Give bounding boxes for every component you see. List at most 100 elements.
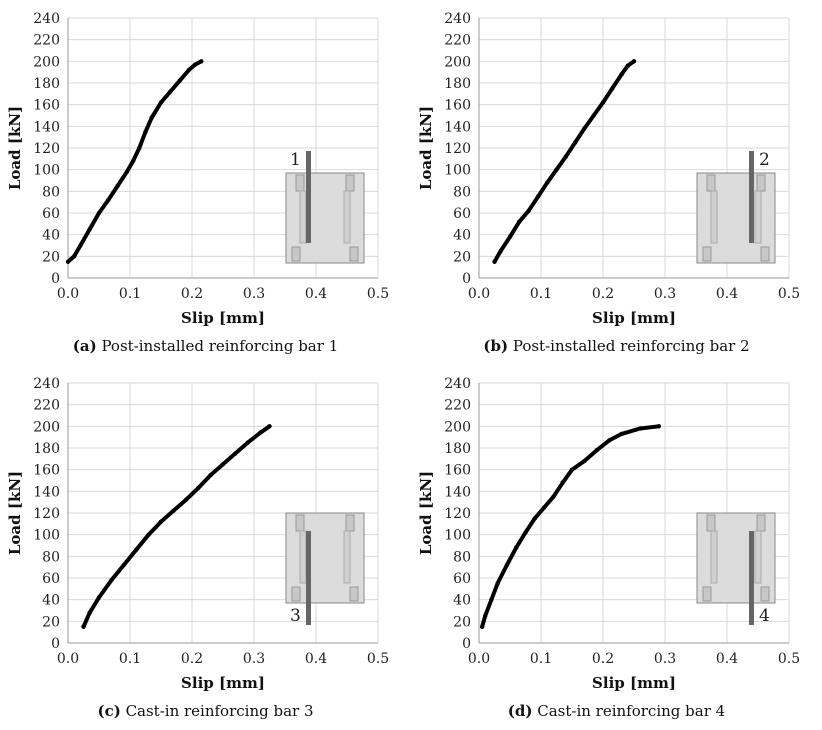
- data-point: [233, 451, 238, 456]
- y-tick-label: 0: [462, 636, 471, 652]
- data-point: [600, 100, 606, 105]
- data-point: [81, 624, 86, 629]
- data-point: [554, 167, 559, 172]
- x-tick-label: 0.4: [305, 286, 327, 302]
- data-point: [638, 426, 643, 431]
- x-tick-label: 0.0: [57, 651, 79, 667]
- y-tick-label: 160: [33, 463, 60, 479]
- data-point: [545, 180, 550, 185]
- data-point: [563, 154, 568, 159]
- data-point: [220, 462, 226, 467]
- y-tick-label: 60: [42, 571, 60, 587]
- chart-svg: 0 20 40 60 80 100 120 140 160 180 200 220 240 0.0 0.1 0…: [417, 376, 800, 692]
- y-tick-label: 140: [444, 484, 471, 500]
- y-tick-label: 240: [33, 11, 60, 27]
- y-axis-label: Load [kN]: [6, 471, 24, 555]
- data-point: [507, 234, 513, 240]
- x-tick-label: 0.1: [530, 651, 552, 667]
- y-tick-label: 80: [453, 184, 471, 200]
- subfigure-caption: (a) Post-installed reinforcing bar 1: [0, 337, 411, 355]
- x-tick-label: 0.2: [592, 651, 614, 667]
- x-tick-label: 0.0: [57, 286, 79, 302]
- data-point: [594, 447, 599, 453]
- chart-svg: 0 20 40 60 80 100 120 140 160 180 200 220 240 0.0 0.1 0…: [417, 11, 800, 327]
- chart-svg: 0 20 40 60 80 100 120 140 160 180 200 220 240 0.0 0.1 0…: [6, 11, 389, 327]
- y-tick-label: 200: [444, 54, 471, 70]
- data-point: [526, 208, 531, 214]
- data-point: [504, 562, 510, 568]
- data-point: [498, 248, 503, 254]
- caption-tag: (a): [72, 337, 97, 355]
- data-point: [582, 126, 587, 131]
- y-tick-label: 140: [444, 119, 471, 135]
- data-point: [492, 259, 497, 264]
- data-point: [134, 547, 139, 553]
- x-tick-label: 0.2: [592, 286, 614, 302]
- data-point: [619, 72, 624, 77]
- y-tick-label: 240: [444, 376, 471, 392]
- caption-text: Post-installed reinforcing bar 1: [96, 337, 339, 355]
- data-point: [196, 485, 201, 491]
- y-tick-label: 60: [453, 571, 471, 587]
- y-tick-label: 140: [33, 484, 60, 500]
- y-tick-label: 180: [33, 441, 60, 457]
- y-tick-label: 40: [42, 593, 60, 609]
- y-tick-label: 20: [42, 249, 60, 265]
- x-tick-label: 0.2: [181, 651, 203, 667]
- x-tick-label: 0.2: [181, 286, 203, 302]
- data-point: [72, 254, 77, 259]
- caption-tag: (c): [97, 702, 121, 720]
- y-tick-label: 20: [453, 249, 471, 265]
- y-tick-label: 0: [51, 636, 60, 652]
- x-tick-label: 0.3: [654, 651, 676, 667]
- data-point: [572, 140, 578, 145]
- data-point: [168, 89, 173, 94]
- data-point: [631, 59, 637, 64]
- data-point: [607, 438, 612, 443]
- data-point: [569, 467, 575, 472]
- x-tick-label: 0.5: [778, 651, 800, 667]
- y-tick-label: 180: [444, 441, 471, 457]
- data-point: [245, 440, 250, 445]
- chart-panel-4: 0 20 40 60 80 100 120 140 160 180 200 220 240 0.0 0.1 0…: [411, 365, 822, 730]
- y-tick-label: 180: [444, 76, 471, 92]
- y-tick-label: 80: [453, 549, 471, 565]
- y-tick-label: 120: [444, 141, 471, 157]
- data-point: [124, 169, 130, 175]
- load-slip-curve: [66, 59, 204, 264]
- data-point: [143, 129, 148, 134]
- chart-svg: 0 20 40 60 80 100 120 140 160 180 200 220 240 0.0 0.1 0…: [6, 376, 389, 692]
- data-point: [183, 497, 188, 503]
- data-point: [149, 115, 154, 120]
- data-point: [115, 183, 120, 189]
- caption-tag: (b): [483, 337, 509, 355]
- y-tick-label: 200: [33, 419, 60, 435]
- x-tick-label: 0.1: [119, 651, 141, 667]
- data-point: [121, 562, 127, 568]
- data-point: [78, 243, 83, 248]
- load-slip-curve: [492, 59, 636, 264]
- x-axis-label: Slip [mm]: [592, 674, 676, 692]
- x-tick-label: 0.0: [468, 286, 490, 302]
- y-tick-label: 180: [33, 76, 60, 92]
- x-tick-label: 0.0: [468, 651, 490, 667]
- data-point: [267, 424, 272, 429]
- data-point: [532, 516, 537, 521]
- data-point: [258, 430, 263, 436]
- data-point: [625, 63, 630, 68]
- y-tick-label: 220: [33, 33, 60, 49]
- data-point: [106, 197, 111, 203]
- data-point: [656, 424, 661, 429]
- data-point: [96, 595, 102, 600]
- y-tick-label: 160: [33, 98, 60, 114]
- y-tick-label: 80: [42, 184, 60, 200]
- x-tick-label: 0.1: [530, 286, 552, 302]
- subfigure-caption: (b) Post-installed reinforcing bar 2: [411, 337, 822, 355]
- data-point: [146, 532, 151, 537]
- y-tick-label: 100: [444, 528, 471, 544]
- subfigure-caption: (d) Cast-in reinforcing bar 4: [411, 702, 822, 720]
- inset-bar-number: 1: [290, 150, 301, 170]
- y-tick-label: 40: [453, 228, 471, 244]
- y-tick-label: 200: [444, 419, 471, 435]
- y-tick-label: 120: [33, 141, 60, 157]
